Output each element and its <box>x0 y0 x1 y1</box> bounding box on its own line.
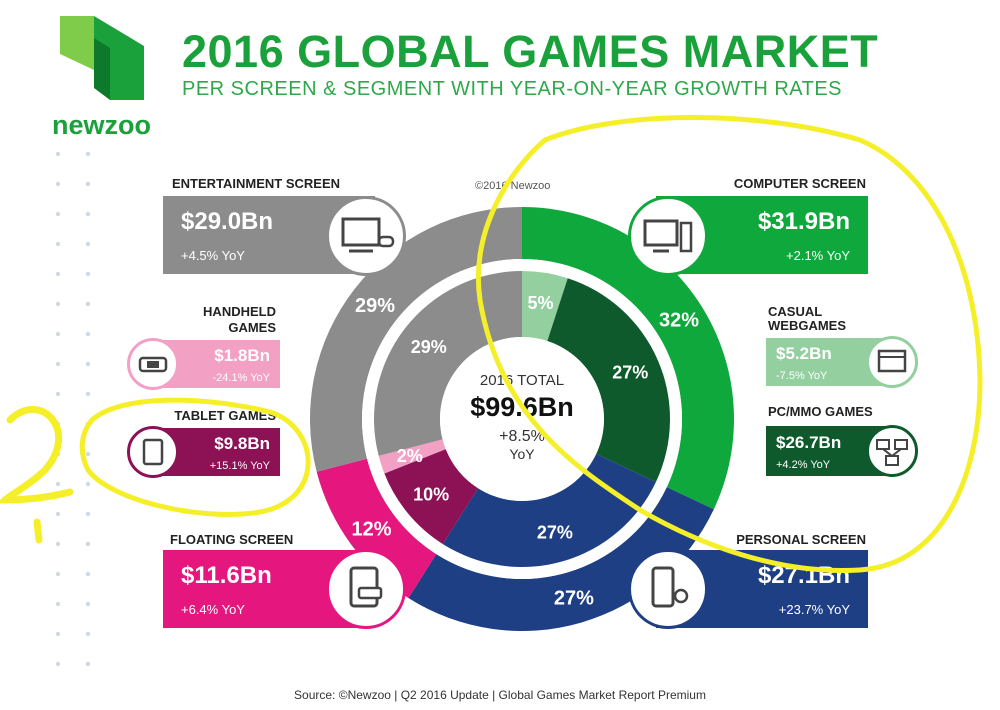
center-growth-unit: YoY <box>509 446 535 462</box>
outer-label-entertainment: 29% <box>355 295 395 317</box>
casual-webgames-label-line2: WEBGAMES <box>768 318 846 333</box>
tablet-games-label: TABLET GAMES <box>174 408 276 423</box>
casual-value: $5.2Bn <box>776 344 832 363</box>
newzoo-logo-icon <box>60 16 144 100</box>
outer-slice-floating <box>316 458 437 598</box>
outer-label-computer: 32% <box>659 309 699 331</box>
entertainment-screen-label: ENTERTAINMENT SCREEN <box>172 176 341 191</box>
smartphone-watch-icon <box>628 549 708 629</box>
brand-name: newzoo <box>52 110 151 140</box>
entertainment-yoy: +4.5% YoY <box>181 248 245 263</box>
pcmmo-games-label: PC/MMO GAMES <box>768 404 873 419</box>
floating-value: $11.6Bn <box>181 562 272 589</box>
page-title: 2016 GLOBAL GAMES MARKET <box>182 26 879 77</box>
casual-webgames-label-line1: CASUAL <box>768 304 823 319</box>
entertainment-value: $29.0Bn <box>181 208 274 235</box>
inner-label-casual: 5% <box>527 293 553 313</box>
copyright-text: ©2016 Newzoo <box>475 180 551 192</box>
computer-yoy: +2.1% YoY <box>786 248 850 263</box>
personal-value: $27.1Bn <box>757 562 850 589</box>
center-growth: +8.5% <box>499 428 545 445</box>
page-subtitle: PER SCREEN & SEGMENT WITH YEAR-ON-YEAR G… <box>182 78 843 100</box>
inner-label-entertainment: 29% <box>411 337 447 357</box>
computer-screen-label: COMPUTER SCREEN <box>733 176 866 191</box>
pcmmo-yoy: +4.2% YoY <box>776 459 831 471</box>
tablet-handheld-icon <box>326 549 406 629</box>
tablet-value: $9.8Bn <box>214 434 270 453</box>
desktop-pc-icon <box>628 196 708 276</box>
handheld-value: $1.8Bn <box>214 346 270 365</box>
inner-label-tablet: 10% <box>413 485 449 505</box>
handheld-console-icon <box>127 338 179 390</box>
inner-slice-handheld <box>378 439 446 474</box>
casual-yoy: -7.5% YoY <box>776 370 828 382</box>
handheld-games-label-line1: HANDHELD <box>203 304 276 319</box>
floating-screen-label: FLOATING SCREEN <box>170 532 294 547</box>
tablet-icon <box>127 426 179 478</box>
outer-label-personal: 27% <box>554 588 594 610</box>
personal-screen-label: PERSONAL SCREEN <box>736 532 866 547</box>
handheld-yoy: -24.1% YoY <box>212 372 271 384</box>
browser-window-icon <box>866 336 918 388</box>
tablet-yoy: +15.1% YoY <box>209 460 270 472</box>
center-total-value: $99.6Bn <box>470 392 574 422</box>
source-text: Source: ©Newzoo | Q2 2016 Update | Globa… <box>294 688 706 702</box>
inner-slice-tablet <box>384 449 479 544</box>
pcmmo-value: $26.7Bn <box>776 433 842 452</box>
network-computers-icon <box>866 425 918 477</box>
personal-yoy: +23.7% YoY <box>778 602 850 617</box>
inner-label-personal: 27% <box>537 523 573 543</box>
floating-yoy: +6.4% YoY <box>181 602 245 617</box>
center-total-label: 2016 TOTAL <box>480 372 564 389</box>
handheld-games-label-line2: GAMES <box>228 320 276 335</box>
inner-label-pcmmo: 27% <box>612 362 648 382</box>
inner-label-handheld: 2% <box>397 446 423 466</box>
tv-console-icon <box>326 196 406 276</box>
outer-label-floating: 12% <box>352 518 392 540</box>
computer-value: $31.9Bn <box>757 208 850 235</box>
